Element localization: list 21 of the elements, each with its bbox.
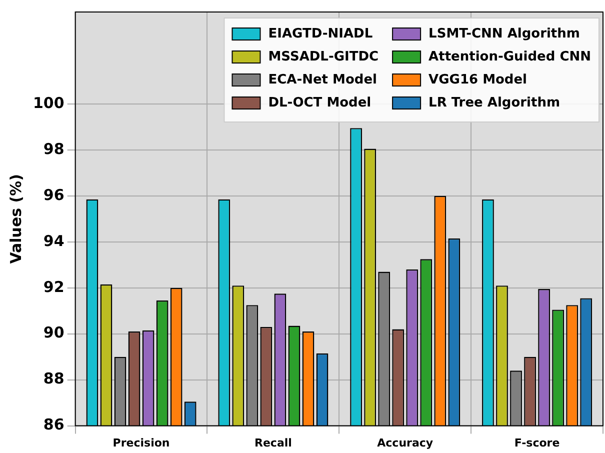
legend-label: EIAGTD-NIADL	[268, 26, 373, 42]
y-tick-label: 100	[33, 94, 64, 112]
x-tick-label: Accuracy	[377, 436, 434, 450]
y-tick-label: 92	[43, 278, 64, 296]
legend-label: DL-OCT Model	[268, 95, 372, 110]
y-tick-label: 90	[43, 324, 64, 342]
legend-label: MSSADL-GITDC	[268, 49, 379, 64]
y-tick-label: 98	[43, 140, 64, 158]
legend-label: ECA-Net Model	[268, 72, 377, 88]
y-tick-label: 94	[43, 232, 64, 250]
y-tick-label: 86	[43, 416, 64, 434]
x-tick-label: F-score	[514, 436, 560, 450]
legend-label: LSMT-CNN Algorithm	[428, 26, 580, 42]
legend-label: LR Tree Algorithm	[428, 95, 560, 110]
y-tick-label: 88	[43, 370, 64, 388]
y-axis-title: Values (%)	[6, 174, 25, 264]
y-tick-label: 96	[43, 186, 64, 204]
x-tick-label: Precision	[112, 436, 170, 450]
legend-label: Attention-Guided CNN	[428, 49, 592, 64]
legend-label: VGG16 Model	[428, 72, 528, 88]
x-tick-label: Recall	[254, 436, 292, 450]
